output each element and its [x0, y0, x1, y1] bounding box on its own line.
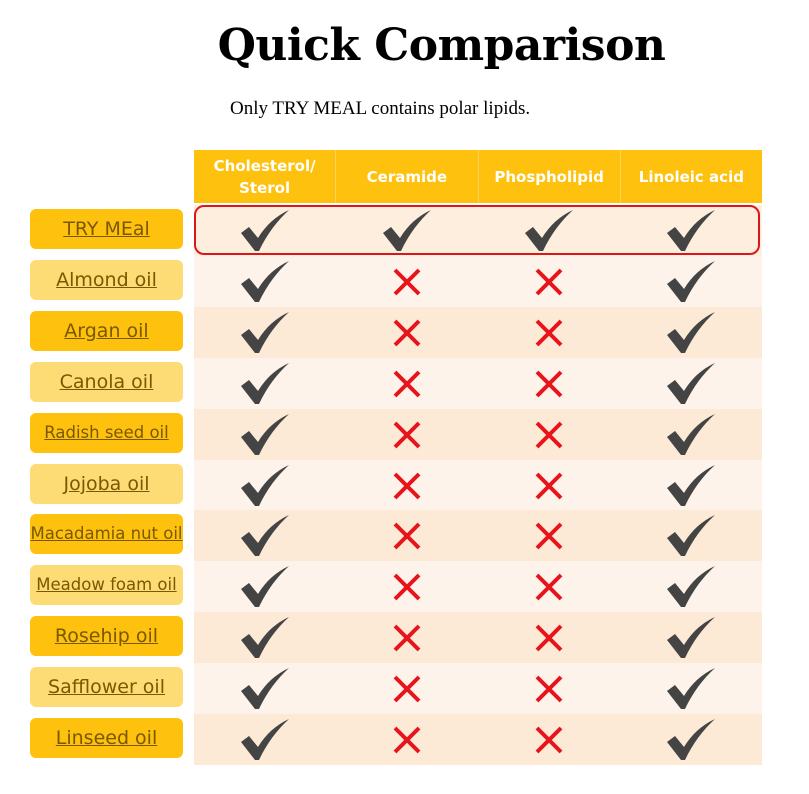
table-row: Almond oil [0, 256, 809, 307]
check-icon [478, 205, 620, 256]
cross-icon [478, 663, 620, 714]
check-icon [620, 663, 762, 714]
check-icon [620, 612, 762, 663]
table-row: Canola oil [0, 358, 809, 409]
row-label[interactable]: TRY MEal [30, 209, 183, 249]
table-row: Rosehip oil [0, 612, 809, 663]
check-icon [620, 460, 762, 511]
check-icon [194, 205, 336, 256]
check-icon [620, 358, 762, 409]
row-label[interactable]: Linseed oil [30, 718, 183, 758]
cross-icon [478, 714, 620, 765]
column-header-phospholipid: Phospholipid [479, 150, 621, 203]
cross-icon [336, 714, 478, 765]
table-row: Meadow foam oil [0, 561, 809, 612]
cross-icon [336, 612, 478, 663]
row-cells [194, 307, 762, 358]
cross-icon [336, 256, 478, 307]
check-icon [620, 561, 762, 612]
check-icon [620, 256, 762, 307]
check-icon [620, 409, 762, 460]
row-label[interactable]: Argan oil [30, 311, 183, 351]
row-cells [194, 460, 762, 511]
check-icon [194, 409, 336, 460]
check-icon [620, 205, 762, 256]
row-cells [194, 714, 762, 765]
table-row: Linseed oil [0, 714, 809, 765]
check-icon [620, 510, 762, 561]
row-cells [194, 256, 762, 307]
cross-icon [478, 307, 620, 358]
row-label[interactable]: Rosehip oil [30, 616, 183, 656]
row-cells [194, 358, 762, 409]
row-label[interactable]: Macadamia nut oil [30, 514, 183, 554]
check-icon [194, 663, 336, 714]
check-icon [194, 460, 336, 511]
check-icon [194, 714, 336, 765]
row-label[interactable]: Jojoba oil [30, 464, 183, 504]
row-cells [194, 561, 762, 612]
row-label[interactable]: Radish seed oil [30, 413, 183, 453]
cross-icon [478, 409, 620, 460]
cross-icon [336, 307, 478, 358]
row-cells [194, 409, 762, 460]
check-icon [620, 714, 762, 765]
row-cells [194, 510, 762, 561]
cross-icon [336, 409, 478, 460]
cross-icon [478, 358, 620, 409]
table-row: Macadamia nut oil [0, 510, 809, 561]
row-cells [194, 612, 762, 663]
row-cells [194, 663, 762, 714]
cross-icon [478, 510, 620, 561]
check-icon [620, 307, 762, 358]
cross-icon [336, 561, 478, 612]
column-header-ceramide: Ceramide [336, 150, 479, 203]
row-cells [194, 205, 762, 256]
table-row: Jojoba oil [0, 460, 809, 511]
cross-icon [336, 358, 478, 409]
cross-icon [336, 510, 478, 561]
table-row: Safflower oil [0, 663, 809, 714]
subtitle: Only TRY MEAL contains polar lipids. [230, 98, 531, 119]
check-icon [194, 256, 336, 307]
cross-icon [478, 612, 620, 663]
table-row: Radish seed oil [0, 409, 809, 460]
check-icon [194, 561, 336, 612]
column-header-linoleic-acid: Linoleic acid [638, 167, 744, 186]
page-title: Quick Comparison [217, 20, 666, 71]
cross-icon [478, 256, 620, 307]
table-header: Cholesterol/ Sterol Ceramide Phospholipi… [194, 150, 762, 203]
check-icon [194, 358, 336, 409]
column-header-cholesterol: Cholesterol/ Sterol [194, 150, 337, 203]
table-row: Argan oil [0, 307, 809, 358]
row-label[interactable]: Canola oil [30, 362, 183, 402]
cross-icon [336, 460, 478, 511]
check-icon [194, 510, 336, 561]
row-label[interactable]: Meadow foam oil [30, 565, 183, 605]
row-label[interactable]: Almond oil [30, 260, 183, 300]
highlight-box [194, 205, 760, 255]
cross-icon [336, 663, 478, 714]
check-icon [336, 205, 478, 256]
table-row: TRY MEal [0, 205, 809, 256]
cross-icon [478, 460, 620, 511]
check-icon [194, 612, 336, 663]
cross-icon [478, 561, 620, 612]
row-label[interactable]: Safflower oil [30, 667, 183, 707]
check-icon [194, 307, 336, 358]
